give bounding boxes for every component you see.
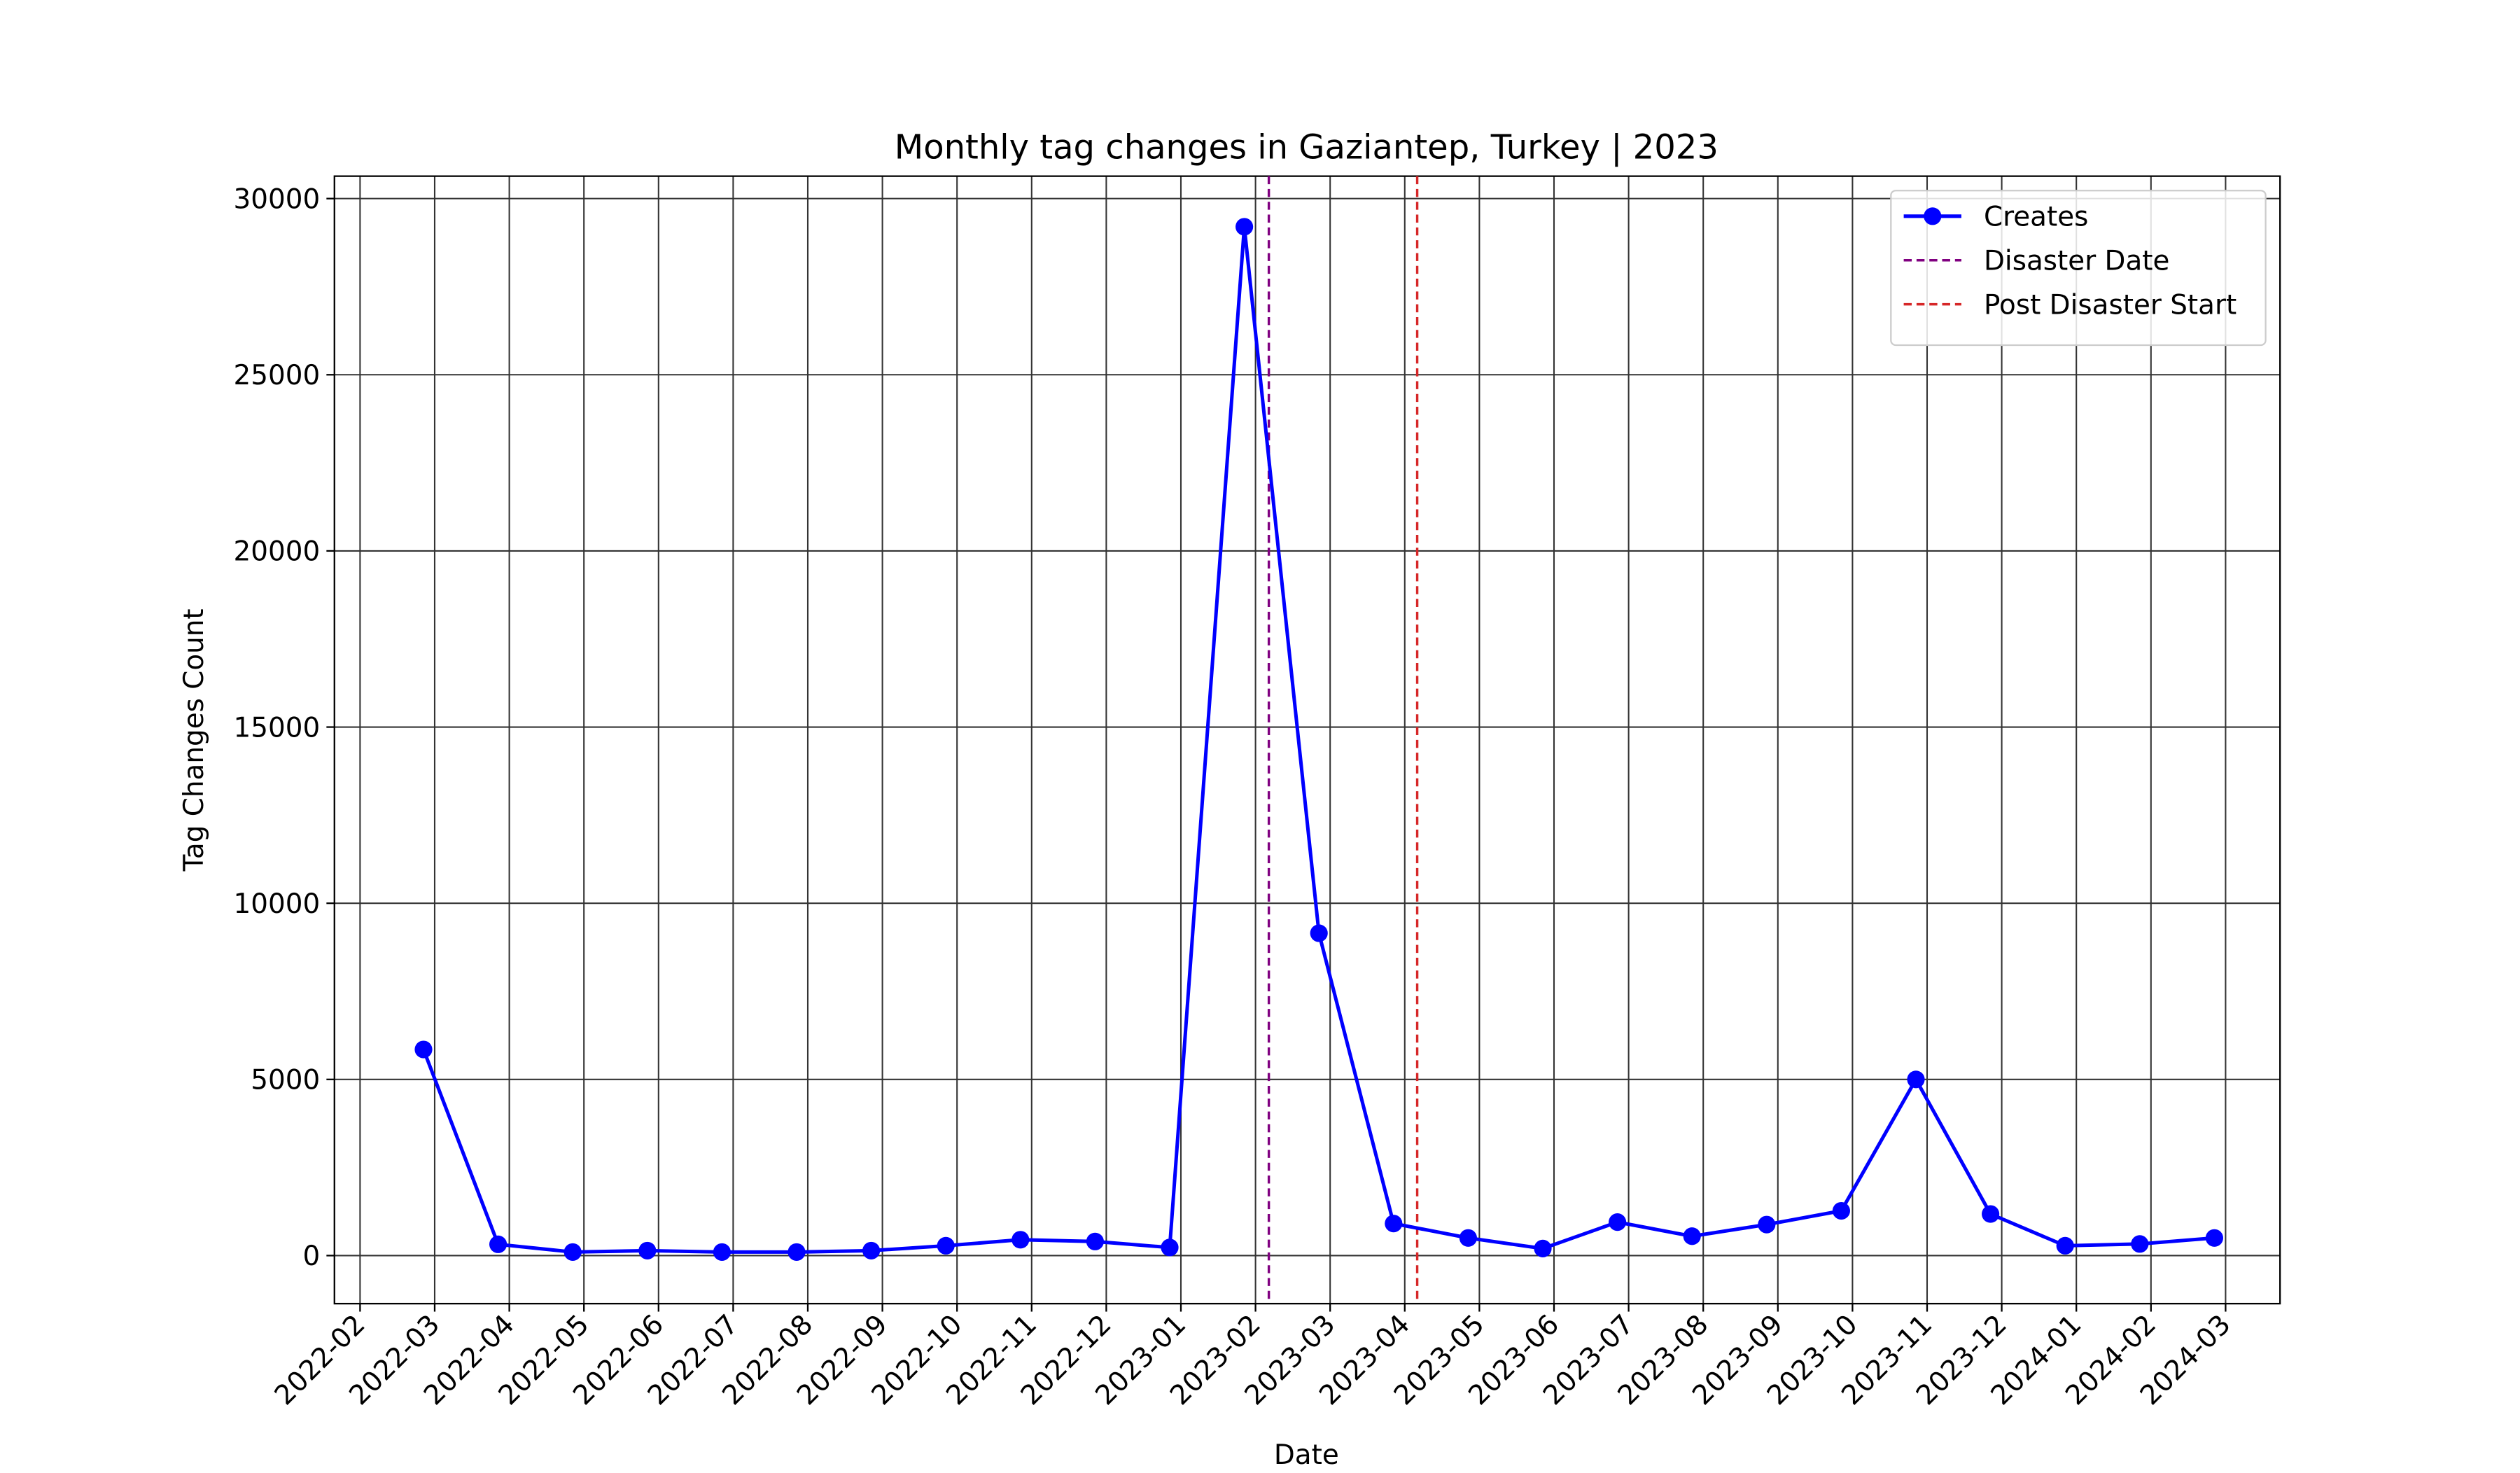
y-tick-label: 20000 (234, 536, 321, 568)
legend-box (1890, 190, 2267, 347)
legend-label: Post Disaster Start (1984, 289, 2236, 321)
data-point (1011, 1231, 1030, 1249)
data-point (1907, 1070, 1925, 1089)
chart-title: Monthly tag changes in Gaziantep, Turkey… (895, 127, 1718, 167)
data-point (1385, 1215, 1403, 1233)
data-point (1982, 1205, 2000, 1223)
legend: Creates Disaster Date Post Disaster Start (1890, 190, 2267, 347)
data-point (788, 1243, 806, 1261)
data-point (862, 1241, 881, 1259)
data-point (489, 1235, 507, 1253)
legend-marker (1924, 207, 1942, 225)
x-axis-label: Date (1274, 1439, 1339, 1470)
legend-label: Disaster Date (1984, 245, 2169, 277)
plot-frame (333, 175, 2281, 1305)
data-point (1683, 1227, 1701, 1245)
y-tick-label: 25000 (234, 360, 321, 391)
data-point (2205, 1229, 2224, 1247)
data-point (937, 1236, 955, 1255)
data-point (1236, 218, 1254, 236)
plot-area: 0500010000150002000025000300002022-02202… (234, 175, 2281, 1411)
y-tick-label: 5000 (251, 1065, 320, 1096)
y-tick-label: 10000 (234, 888, 321, 920)
data-point (414, 1040, 433, 1059)
data-point (1758, 1215, 1776, 1234)
data-point (1832, 1201, 1850, 1220)
data-point (2056, 1236, 2074, 1255)
y-tick-label: 15000 (234, 712, 321, 744)
data-point (638, 1241, 657, 1259)
y-tick-label: 30000 (234, 183, 321, 215)
data-point (564, 1243, 582, 1261)
data-point (713, 1243, 731, 1261)
y-axis-label: Tag Changes Count (178, 608, 210, 872)
legend-label: Creates (1984, 202, 2088, 233)
data-point (1534, 1239, 1552, 1257)
data-point (1086, 1232, 1104, 1250)
data-point (1310, 924, 1328, 942)
data-point (1161, 1238, 1179, 1257)
data-point (2131, 1235, 2149, 1253)
data-point (1459, 1229, 1477, 1247)
y-tick-label: 0 (302, 1241, 320, 1272)
data-point (1609, 1213, 1627, 1231)
